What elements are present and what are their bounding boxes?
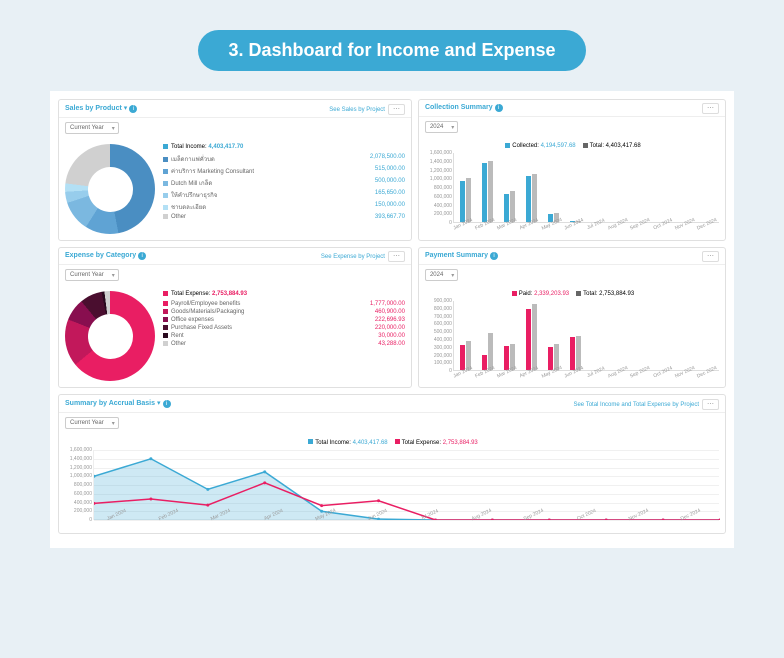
bar-group: [456, 341, 476, 371]
page-banner: 3. Dashboard for Income and Expense: [198, 30, 585, 71]
info-icon[interactable]: i: [129, 105, 137, 113]
info-icon[interactable]: i: [490, 252, 498, 260]
menu-icon[interactable]: ⋯: [702, 251, 719, 262]
legend-item: ชาบดละเอียด150,000.00: [163, 201, 405, 213]
bar-group: [456, 178, 476, 222]
legend-item: Dutch Mill เกล็ด500,000.00: [163, 177, 405, 189]
legend-item: Other43,288.00: [163, 340, 405, 348]
payment-bars: 900,000800,000700,000600,000500,000400,0…: [453, 301, 719, 371]
payment-card: Payment Summaryi ⋯ 2024 Paid: 2,339,203.…: [418, 247, 726, 388]
bar-group: [478, 333, 498, 370]
legend-item: ให้คำปรึกษาธุรกิจ165,650.00: [163, 189, 405, 201]
collection-card: Collection Summaryi ⋯ 2024 Collected: 4,…: [418, 99, 726, 241]
menu-icon[interactable]: ⋯: [702, 399, 719, 410]
payment-year-select[interactable]: 2024: [425, 269, 458, 281]
expense-card: Expense by Categoryi See Expense by Proj…: [58, 247, 412, 388]
legend-item: Goods/Materials/Packaging460,900.00: [163, 308, 405, 316]
collection-bars: 1,600,0001,400,0001,200,0001,000,000800,…: [453, 153, 719, 223]
collection-title: Collection Summary: [425, 104, 493, 111]
chevron-down-icon[interactable]: ▾: [157, 400, 161, 407]
info-icon[interactable]: i: [495, 104, 503, 112]
summary-card: Summary by Accrual Basis▾i See Total Inc…: [58, 394, 726, 534]
expense-donut-chart: [65, 291, 155, 381]
dashboard: Sales by Product▾i See Sales by Project⋯…: [50, 91, 734, 548]
legend-item: Rent30,000.00: [163, 332, 405, 340]
legend-item: Payroll/Employee benefits1,777,000.00: [163, 300, 405, 308]
payment-title: Payment Summary: [425, 252, 488, 259]
summary-legend: Total Income: 4,403,417.68 Total Expense…: [65, 439, 719, 446]
collection-year-select[interactable]: 2024: [425, 121, 458, 133]
legend-item: เมล็ดกาแฟคั่วบด2,078,500.00: [163, 153, 405, 165]
legend-item: ค่าบริการ Marketing Consultant515,000.00: [163, 165, 405, 177]
menu-icon[interactable]: ⋯: [388, 251, 405, 262]
bar-group: [522, 174, 542, 222]
info-icon[interactable]: i: [138, 252, 146, 260]
sales-link[interactable]: See Sales by Project: [329, 107, 385, 113]
payment-legend: Paid: 2,339,203.93 Total: 2,753,884.93: [425, 291, 719, 297]
expense-link[interactable]: See Expense by Project: [321, 254, 385, 260]
expense-legend: Total Expense: 2,753,884.93 Payroll/Empl…: [163, 291, 405, 381]
expense-title: Expense by Category: [65, 252, 136, 259]
expense-year-select[interactable]: Current Year: [65, 269, 119, 281]
legend-item: Purchase Fixed Assets220,000.00: [163, 324, 405, 332]
legend-item: Other393,667.70: [163, 213, 405, 221]
chevron-down-icon[interactable]: ▾: [124, 105, 128, 112]
sales-legend: Total Income: 4,403,417.70 เมล็ดกาแฟคั่ว…: [163, 144, 405, 234]
legend-item: Office expenses222,696.93: [163, 316, 405, 324]
sales-title: Sales by Product: [65, 105, 122, 112]
menu-icon[interactable]: ⋯: [388, 104, 405, 115]
bar-group: [500, 191, 520, 222]
summary-year-select[interactable]: Current Year: [65, 417, 119, 429]
info-icon[interactable]: i: [163, 400, 171, 408]
bar-group: [522, 304, 542, 370]
sales-card: Sales by Product▾i See Sales by Project⋯…: [58, 99, 412, 241]
collection-legend: Collected: 4,194,597.68 Total: 4,403,417…: [425, 143, 719, 149]
sales-donut-chart: [65, 144, 155, 234]
menu-icon[interactable]: ⋯: [702, 103, 719, 114]
sales-year-select[interactable]: Current Year: [65, 122, 119, 134]
bar-group: [478, 161, 498, 222]
summary-link[interactable]: See Total Income and Total Expense by Pr…: [573, 402, 699, 408]
summary-title: Summary by Accrual Basis: [65, 400, 155, 407]
